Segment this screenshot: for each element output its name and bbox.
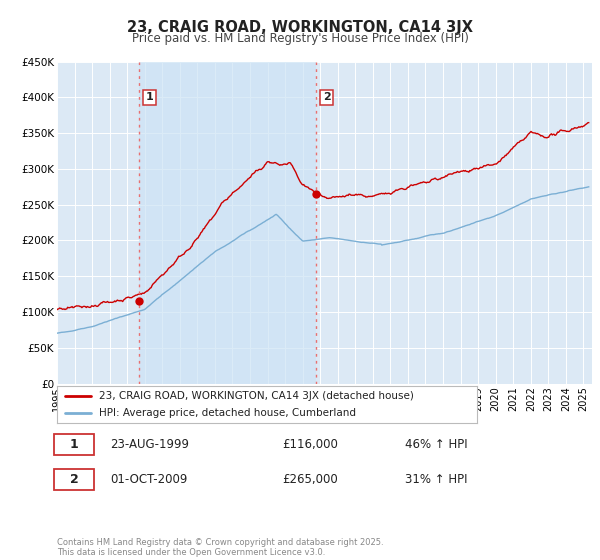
- Text: 1: 1: [70, 437, 79, 451]
- Text: £265,000: £265,000: [282, 473, 338, 486]
- Text: 2: 2: [323, 92, 331, 102]
- Text: 01-OCT-2009: 01-OCT-2009: [110, 473, 188, 486]
- Bar: [139, 62, 316, 384]
- Text: 31% ↑ HPI: 31% ↑ HPI: [405, 473, 467, 486]
- Text: 23, CRAIG ROAD, WORKINGTON, CA14 3JX: 23, CRAIG ROAD, WORKINGTON, CA14 3JX: [127, 20, 473, 35]
- Text: 1: 1: [146, 92, 153, 102]
- FancyBboxPatch shape: [55, 433, 94, 455]
- Text: 23, CRAIG ROAD, WORKINGTON, CA14 3JX (detached house): 23, CRAIG ROAD, WORKINGTON, CA14 3JX (de…: [99, 391, 414, 401]
- Text: £116,000: £116,000: [282, 437, 338, 451]
- Text: 46% ↑ HPI: 46% ↑ HPI: [405, 437, 467, 451]
- Text: Price paid vs. HM Land Registry's House Price Index (HPI): Price paid vs. HM Land Registry's House …: [131, 32, 469, 45]
- Text: HPI: Average price, detached house, Cumberland: HPI: Average price, detached house, Cumb…: [99, 408, 356, 418]
- Text: 23-AUG-1999: 23-AUG-1999: [110, 437, 190, 451]
- Text: Contains HM Land Registry data © Crown copyright and database right 2025.
This d: Contains HM Land Registry data © Crown c…: [57, 538, 383, 557]
- FancyBboxPatch shape: [55, 469, 94, 490]
- Text: 2: 2: [70, 473, 79, 486]
